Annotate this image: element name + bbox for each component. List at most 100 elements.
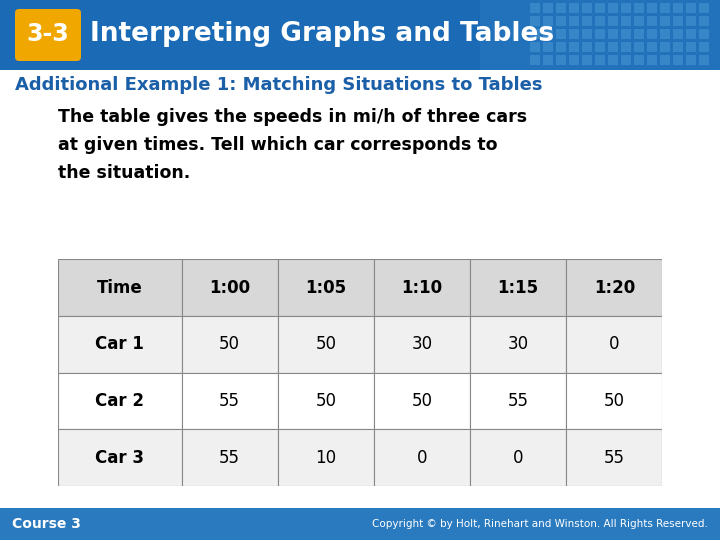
- Text: 30: 30: [411, 335, 433, 353]
- Text: 1:20: 1:20: [594, 279, 635, 296]
- Text: 1:00: 1:00: [209, 279, 251, 296]
- Bar: [647, 29, 657, 39]
- Bar: [699, 16, 709, 26]
- Bar: [278, 316, 374, 373]
- Text: Interpreting Graphs and Tables: Interpreting Graphs and Tables: [90, 21, 554, 47]
- Bar: [608, 3, 618, 13]
- Bar: [556, 42, 566, 52]
- Bar: [582, 29, 592, 39]
- Bar: [673, 42, 683, 52]
- Bar: [278, 373, 374, 429]
- Bar: [595, 42, 605, 52]
- Bar: [181, 373, 278, 429]
- Bar: [673, 16, 683, 26]
- FancyBboxPatch shape: [15, 9, 81, 61]
- Bar: [374, 259, 470, 316]
- Bar: [699, 42, 709, 52]
- Bar: [699, 55, 709, 65]
- Bar: [634, 16, 644, 26]
- Bar: [582, 16, 592, 26]
- Text: 0: 0: [513, 449, 523, 467]
- Bar: [608, 29, 618, 39]
- Bar: [647, 42, 657, 52]
- Text: Car 3: Car 3: [95, 449, 144, 467]
- Bar: [374, 373, 470, 429]
- Text: 1:10: 1:10: [402, 279, 443, 296]
- Text: 0: 0: [609, 335, 620, 353]
- Bar: [608, 55, 618, 65]
- Bar: [660, 16, 670, 26]
- Bar: [647, 16, 657, 26]
- Bar: [660, 55, 670, 65]
- Bar: [595, 55, 605, 65]
- Bar: [470, 373, 566, 429]
- Bar: [556, 3, 566, 13]
- Text: Time: Time: [96, 279, 143, 296]
- Bar: [582, 3, 592, 13]
- Bar: [673, 55, 683, 65]
- Bar: [686, 29, 696, 39]
- Text: Copyright © by Holt, Rinehart and Winston. All Rights Reserved.: Copyright © by Holt, Rinehart and Winsto…: [372, 519, 708, 529]
- Bar: [660, 3, 670, 13]
- Text: 50: 50: [315, 335, 336, 353]
- Bar: [608, 42, 618, 52]
- Text: 50: 50: [219, 335, 240, 353]
- Bar: [673, 3, 683, 13]
- Bar: [566, 429, 662, 486]
- Bar: [556, 29, 566, 39]
- Bar: [530, 16, 540, 26]
- Bar: [621, 3, 631, 13]
- Bar: [660, 29, 670, 39]
- Text: 10: 10: [315, 449, 336, 467]
- Bar: [566, 373, 662, 429]
- Bar: [621, 42, 631, 52]
- Bar: [608, 16, 618, 26]
- Bar: [556, 16, 566, 26]
- Bar: [530, 3, 540, 13]
- Bar: [543, 55, 553, 65]
- Text: 55: 55: [508, 392, 528, 410]
- Bar: [278, 429, 374, 486]
- Text: 55: 55: [219, 392, 240, 410]
- Bar: [634, 3, 644, 13]
- Bar: [374, 429, 470, 486]
- Bar: [374, 316, 470, 373]
- Text: 55: 55: [219, 449, 240, 467]
- Bar: [595, 3, 605, 13]
- Bar: [181, 429, 278, 486]
- Bar: [530, 55, 540, 65]
- Bar: [569, 3, 579, 13]
- Text: 50: 50: [315, 392, 336, 410]
- Bar: [595, 29, 605, 39]
- Bar: [58, 429, 181, 486]
- Bar: [647, 55, 657, 65]
- Bar: [621, 16, 631, 26]
- Text: 1:15: 1:15: [498, 279, 539, 296]
- Bar: [569, 29, 579, 39]
- Bar: [569, 42, 579, 52]
- Bar: [621, 55, 631, 65]
- Bar: [58, 259, 181, 316]
- Text: 30: 30: [508, 335, 528, 353]
- Bar: [566, 316, 662, 373]
- Bar: [543, 42, 553, 52]
- Bar: [556, 55, 566, 65]
- Text: The table gives the speeds in mi/h of three cars
at given times. Tell which car : The table gives the speeds in mi/h of th…: [58, 108, 527, 181]
- Bar: [660, 42, 670, 52]
- Bar: [566, 259, 662, 316]
- Bar: [634, 55, 644, 65]
- Bar: [699, 29, 709, 39]
- Bar: [673, 29, 683, 39]
- Bar: [58, 373, 181, 429]
- Bar: [530, 29, 540, 39]
- Bar: [470, 316, 566, 373]
- Bar: [582, 42, 592, 52]
- Text: 50: 50: [412, 392, 433, 410]
- Text: Course 3: Course 3: [12, 517, 81, 531]
- Bar: [58, 316, 181, 373]
- Bar: [634, 29, 644, 39]
- Text: 50: 50: [604, 392, 625, 410]
- Bar: [582, 55, 592, 65]
- Text: 1:05: 1:05: [305, 279, 346, 296]
- Bar: [470, 429, 566, 486]
